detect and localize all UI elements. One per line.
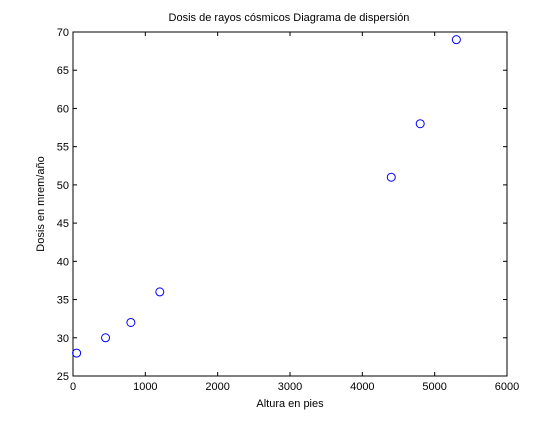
y-axis-ticks: 25 30 35 40 45 50 55 60 65 70 bbox=[57, 27, 507, 383]
y-tick-label: 45 bbox=[57, 218, 69, 230]
y-tick-label: 40 bbox=[57, 256, 69, 268]
data-point bbox=[126, 317, 136, 327]
y-tick-label: 55 bbox=[57, 142, 69, 154]
x-tick-label: 4000 bbox=[350, 381, 374, 393]
y-axis-label: Dosis en mrem/año bbox=[35, 156, 47, 251]
data-point bbox=[101, 333, 111, 343]
x-tick-label: 0 bbox=[70, 381, 76, 393]
y-tick-label: 60 bbox=[57, 103, 69, 115]
x-axis-label: Altura en pies bbox=[256, 398, 324, 410]
y-tick-label: 35 bbox=[57, 295, 69, 307]
data-point bbox=[155, 287, 165, 297]
data-point bbox=[386, 172, 396, 182]
data-point bbox=[415, 119, 425, 129]
x-tick-label: 6000 bbox=[495, 381, 519, 393]
x-tick-label: 2000 bbox=[205, 381, 229, 393]
plot-area bbox=[72, 31, 508, 377]
data-points bbox=[72, 35, 461, 358]
x-tick-label: 1000 bbox=[133, 381, 157, 393]
y-tick-label: 50 bbox=[57, 180, 69, 192]
y-tick-label: 65 bbox=[57, 65, 69, 77]
x-axis-ticks: 0 1000 2000 3000 4000 5000 6000 bbox=[70, 32, 519, 393]
x-tick-label: 5000 bbox=[422, 381, 446, 393]
data-point bbox=[72, 348, 82, 358]
data-point bbox=[451, 35, 461, 45]
y-tick-label: 25 bbox=[57, 371, 69, 383]
x-tick-label: 3000 bbox=[278, 381, 302, 393]
chart-title: Dosis de rayos cósmicos Diagrama de disp… bbox=[169, 12, 410, 24]
y-tick-label: 70 bbox=[57, 27, 69, 39]
y-tick-label: 30 bbox=[57, 333, 69, 345]
